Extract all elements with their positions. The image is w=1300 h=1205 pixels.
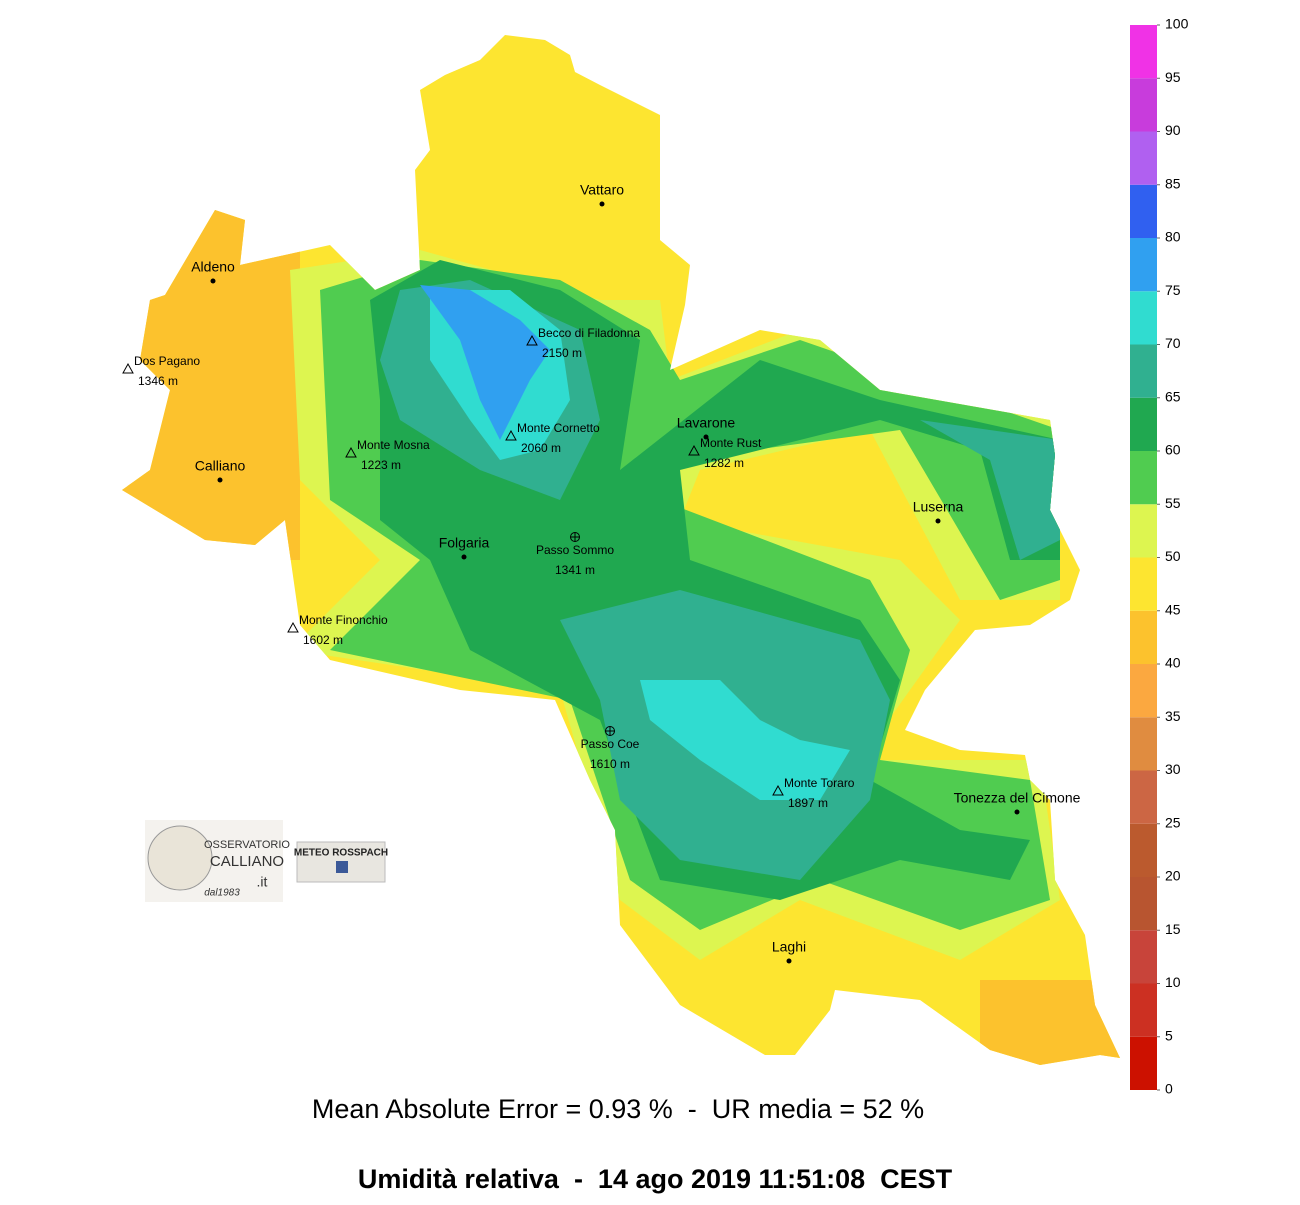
colorbar-band	[1130, 983, 1157, 1037]
colorbar-band	[1130, 78, 1157, 132]
colorbar-tick-label: 75	[1165, 282, 1181, 298]
town-marker	[1014, 809, 1020, 815]
logo-text: METEO ROSSPACH	[294, 848, 388, 859]
elevation-label: 1602 m	[303, 633, 343, 647]
colorbar-tick-label: 25	[1165, 814, 1181, 830]
pass-marker	[570, 532, 580, 542]
town-label: Folgaria	[439, 535, 490, 551]
colorbar-band	[1130, 877, 1157, 931]
colorbar-tick-label: 80	[1165, 229, 1181, 245]
peak-label: Monte Cornetto	[517, 421, 600, 435]
colorbar-band	[1130, 131, 1157, 185]
colorbar-band	[1130, 610, 1157, 664]
colorbar-band	[1130, 25, 1157, 79]
colorbar-tick-label: 35	[1165, 708, 1181, 724]
town-marker	[703, 434, 709, 440]
elevation-label: 1282 m	[704, 456, 744, 470]
elevation-label: 2060 m	[521, 441, 561, 455]
colorbar-band	[1130, 397, 1157, 451]
pass-label: Passo Coe	[581, 737, 640, 751]
colorbar-tick-label: 90	[1165, 122, 1181, 138]
colorbar-tick-label: 10	[1165, 974, 1181, 990]
colorbar-band	[1130, 557, 1157, 611]
pass-marker	[605, 726, 615, 736]
town-marker	[461, 554, 467, 560]
logo-meteo: METEO ROSSPACH	[294, 841, 388, 883]
colorbar-tick-label: 50	[1165, 548, 1181, 564]
town-marker	[210, 278, 216, 284]
colorbar-band	[1130, 238, 1157, 292]
colorbar-tick-label: 20	[1165, 868, 1181, 884]
logo-text: .it	[257, 874, 268, 890]
colorbar-band	[1130, 930, 1157, 984]
town-label: Vattaro	[580, 182, 624, 198]
logo-emblem	[147, 825, 213, 891]
colorbar-tick-label: 0	[1165, 1081, 1173, 1097]
town-label: Aldeno	[191, 259, 235, 275]
colorbar-tick-label: 30	[1165, 761, 1181, 777]
town-marker	[599, 201, 605, 207]
town-label: Calliano	[195, 458, 246, 474]
colorbar-tick-label: 5	[1165, 1027, 1173, 1043]
town-label: Tonezza del Cimone	[954, 790, 1081, 806]
elevation-label: 1610 m	[590, 757, 630, 771]
peak-label: Monte Rust	[700, 436, 762, 450]
places: Vattaro Aldeno Dos Pagano 1346 m Becco di Fi…	[122, 182, 1081, 964]
town-label: Laghi	[772, 939, 806, 955]
peak-label: Monte Mosna	[357, 438, 430, 452]
peak-label: Monte Finonchio	[299, 613, 388, 627]
elevation-label: 1223 m	[361, 458, 401, 472]
colorbar-tick-label: 45	[1165, 601, 1181, 617]
humidity-field	[122, 35, 1120, 1065]
elevation-label: 2150 m	[542, 346, 582, 360]
elevation-label: 1897 m	[788, 796, 828, 810]
colorbar-tick-label: 40	[1165, 655, 1181, 671]
colorbar-tick-label: 55	[1165, 495, 1181, 511]
map-title: Umidità relativa - 14 ago 2019 11:51:08 …	[358, 1164, 953, 1194]
colorbar-tick-label: 65	[1165, 388, 1181, 404]
colorbar-tick-label: 60	[1165, 442, 1181, 458]
peak-marker	[345, 446, 357, 458]
colorbar-band	[1130, 823, 1157, 877]
elevation-label: 1346 m	[138, 374, 178, 388]
peak-label: Dos Pagano	[134, 354, 200, 368]
colorbar-band	[1130, 717, 1157, 771]
colorbar-tick-label: 70	[1165, 335, 1181, 351]
colorbar-band	[1130, 664, 1157, 718]
peak-marker	[122, 362, 134, 374]
peak-marker	[287, 621, 299, 633]
colorbar-tick-label: 15	[1165, 921, 1181, 937]
colorbar-tick-label: 95	[1165, 69, 1181, 85]
peak-label: Becco di Filadonna	[538, 326, 640, 340]
pass-label: Passo Sommo	[536, 543, 614, 557]
town-label: Lavarone	[677, 415, 736, 431]
colorbar-band	[1130, 184, 1157, 238]
colorbar-band	[1130, 1036, 1157, 1090]
peak-marker	[772, 784, 784, 796]
logo-observatory: OSSERVATORIO CALLIANO .it dal1983	[145, 820, 290, 902]
elevation-label: 1341 m	[555, 563, 595, 577]
peak-label: Monte Toraro	[784, 776, 855, 790]
stats-line: Mean Absolute Error = 0.93 % - UR media …	[312, 1094, 924, 1124]
colorbar: 0 5 10 15 20 25 30 35 40 45 50 55 60 65 70 75 80 85 90 95 10…	[1130, 16, 1189, 1097]
logo-text: dal1983	[204, 888, 240, 899]
colorbar-band	[1130, 344, 1157, 398]
social-icon	[336, 861, 348, 873]
peak-marker	[505, 429, 517, 441]
town-marker	[786, 958, 792, 964]
colorbar-tick-label: 85	[1165, 175, 1181, 191]
town-marker	[935, 518, 941, 524]
peak-marker	[688, 444, 700, 456]
logo-text: OSSERVATORIO	[204, 839, 290, 851]
logo-text: CALLIANO	[210, 853, 284, 870]
colorbar-tick-label: 100	[1165, 16, 1189, 32]
town-label: Luserna	[913, 499, 964, 515]
peak-marker	[526, 334, 538, 346]
town-marker	[217, 477, 223, 483]
colorbar-band	[1130, 504, 1157, 558]
colorbar-band	[1130, 291, 1157, 345]
colorbar-band	[1130, 451, 1157, 505]
colorbar-band	[1130, 770, 1157, 824]
